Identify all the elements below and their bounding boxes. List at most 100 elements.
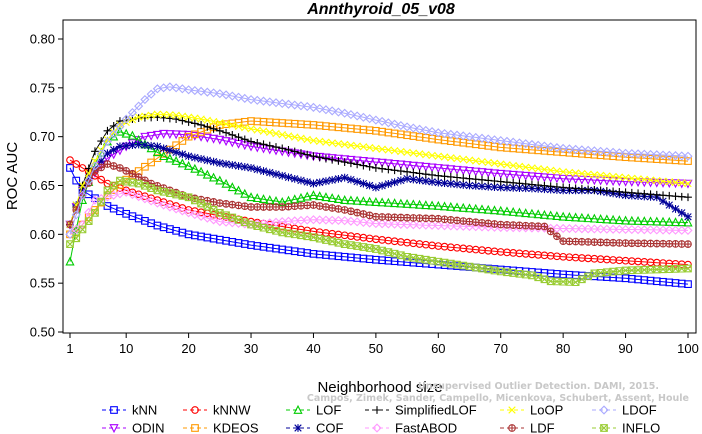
point-lof-87 bbox=[602, 214, 612, 224]
point-lof-77 bbox=[539, 209, 550, 219]
point-lof-11 bbox=[127, 130, 138, 140]
point-loop-26 bbox=[222, 120, 230, 128]
point-ldof-92 bbox=[633, 149, 643, 159]
point-simplifiedlof-39 bbox=[303, 150, 312, 159]
point-ldf-65 bbox=[465, 217, 474, 226]
point-ldf-79 bbox=[553, 232, 561, 241]
point-simplifiedlof-59 bbox=[428, 171, 436, 179]
point-simplifiedlof-55 bbox=[403, 167, 411, 176]
point-knnw-2 bbox=[72, 160, 81, 168]
point-ldof-11 bbox=[127, 107, 138, 118]
point-lof-27 bbox=[227, 182, 237, 192]
point-ldof-53 bbox=[390, 119, 400, 129]
chart-title: Annthyroid_05_v08 bbox=[306, 1, 455, 18]
point-lof-38 bbox=[296, 192, 306, 202]
point-simplifiedlof-54 bbox=[396, 167, 405, 175]
point-fastabod-47 bbox=[352, 217, 362, 227]
point-loop-34 bbox=[272, 129, 280, 138]
point-ldof-10 bbox=[121, 114, 131, 124]
point-simplifiedlof-70 bbox=[496, 177, 505, 186]
legend-label-odin: ODIN bbox=[132, 421, 165, 434]
point-simplifiedlof-33 bbox=[265, 141, 274, 150]
point-lof-71 bbox=[502, 206, 512, 216]
point-ldof-76 bbox=[533, 140, 543, 150]
point-cof-58 bbox=[421, 177, 430, 185]
plot-frame bbox=[62, 19, 697, 334]
point-ldof-73 bbox=[514, 138, 525, 148]
point-cof-61 bbox=[440, 179, 449, 188]
x-tick-label-80: 80 bbox=[556, 341, 570, 356]
point-odin-69 bbox=[489, 169, 500, 179]
point-ldf-72 bbox=[509, 221, 518, 229]
point-ldof-6 bbox=[96, 149, 106, 159]
point-loop-39 bbox=[303, 135, 311, 144]
point-loop-90 bbox=[621, 173, 630, 182]
point-lof-50 bbox=[371, 197, 381, 206]
point-loop-85 bbox=[590, 171, 599, 179]
point-inflo-100 bbox=[684, 264, 692, 273]
point-lof-47 bbox=[352, 195, 362, 205]
point-lof-55 bbox=[402, 198, 412, 208]
point-lof-42 bbox=[321, 192, 331, 202]
point-loop-9 bbox=[116, 121, 124, 129]
legend-swatch-marker-lof bbox=[293, 404, 303, 414]
point-ldof-89 bbox=[614, 148, 624, 158]
point-fastabod-66 bbox=[471, 222, 481, 232]
point-cof-64 bbox=[459, 181, 468, 189]
point-ldf-49 bbox=[365, 211, 374, 220]
point-loop-58 bbox=[422, 150, 430, 159]
point-odin-23 bbox=[202, 133, 212, 143]
point-ldof-28 bbox=[233, 92, 244, 102]
legend-swatch-marker-knn bbox=[110, 406, 118, 414]
point-loop-95 bbox=[653, 176, 661, 185]
point-odin-85 bbox=[589, 176, 599, 186]
point-lof-39 bbox=[302, 191, 312, 201]
point-lof-20 bbox=[184, 160, 194, 170]
point-loop-78 bbox=[546, 166, 555, 174]
point-ldf-97 bbox=[665, 240, 674, 248]
point-odin-53 bbox=[390, 159, 400, 169]
point-ldf-41 bbox=[315, 202, 324, 210]
point-ldf-62 bbox=[446, 216, 455, 224]
point-ldf-59 bbox=[428, 214, 436, 223]
point-ldof-72 bbox=[508, 137, 518, 147]
point-simplifiedlof-43 bbox=[328, 155, 337, 164]
point-ldof-78 bbox=[546, 142, 556, 152]
point-fastabod-83 bbox=[577, 224, 587, 234]
point-ldof-7 bbox=[102, 136, 113, 147]
point-lof-75 bbox=[527, 208, 537, 218]
point-inflo-89 bbox=[615, 267, 624, 275]
point-cof-55 bbox=[403, 174, 411, 183]
point-odin-21 bbox=[190, 131, 200, 141]
point-simplifiedlof-42 bbox=[322, 154, 330, 163]
point-odin-19 bbox=[177, 130, 187, 140]
point-ldof-61 bbox=[439, 128, 450, 139]
point-ldf-81 bbox=[565, 237, 574, 246]
point-ldof-80 bbox=[558, 143, 568, 153]
point-loop-79 bbox=[553, 167, 561, 175]
point-ldof-13 bbox=[140, 94, 150, 105]
point-lof-96 bbox=[658, 216, 668, 226]
point-cof-18 bbox=[172, 148, 181, 157]
point-ldof-44 bbox=[333, 107, 344, 117]
watermark-line-2: Campos, Zimek, Sander, Campello, Micenko… bbox=[307, 393, 689, 404]
point-ldof-67 bbox=[477, 133, 487, 143]
series-line-odin bbox=[69, 133, 689, 225]
point-ldf-90 bbox=[621, 239, 630, 247]
point-ldof-51 bbox=[377, 116, 387, 127]
point-knn-1 bbox=[66, 164, 74, 172]
point-ldf-57 bbox=[415, 214, 424, 222]
point-ldof-71 bbox=[502, 136, 512, 146]
point-ldof-55 bbox=[402, 122, 412, 132]
point-ldf-76 bbox=[534, 222, 543, 231]
y-tick-label-4: 0.70 bbox=[30, 129, 55, 144]
point-cof-14 bbox=[147, 141, 156, 150]
point-loop-96 bbox=[659, 177, 667, 185]
point-simplifiedlof-40 bbox=[309, 152, 318, 161]
point-loop-7 bbox=[103, 135, 112, 144]
point-loop-72 bbox=[509, 161, 517, 170]
point-fastabod-40 bbox=[308, 215, 319, 225]
point-odin-77 bbox=[539, 173, 550, 183]
point-odin-44 bbox=[333, 154, 344, 164]
point-lof-66 bbox=[471, 203, 481, 213]
